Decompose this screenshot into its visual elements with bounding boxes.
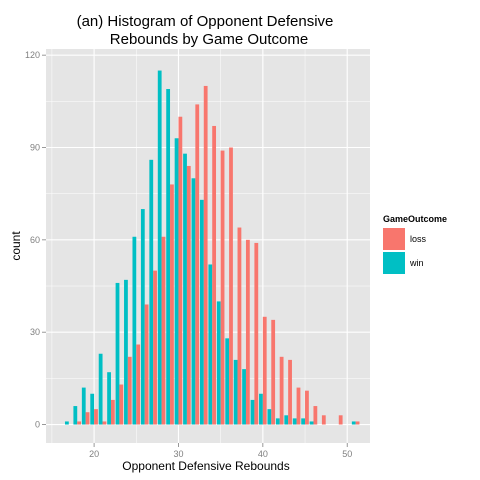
x-tick-label: 30 <box>173 449 183 459</box>
bar-win-21 <box>98 353 103 425</box>
legend: GameOutcome loss win <box>383 214 447 274</box>
bar-win-18 <box>73 406 78 425</box>
bar-loss-51 <box>355 421 360 425</box>
bar-win-28 <box>157 70 162 425</box>
bar-loss-26 <box>144 304 149 425</box>
bar-win-24 <box>124 279 128 425</box>
bar-loss-49 <box>338 415 343 425</box>
bar-win-44 <box>292 418 297 425</box>
bar-win-40 <box>259 393 263 425</box>
y-axis-title: count <box>9 231 23 261</box>
bar-win-45 <box>301 418 306 425</box>
bar-loss-45 <box>305 390 309 425</box>
bar-loss-39 <box>254 242 259 425</box>
bar-loss-46 <box>313 406 318 425</box>
bar-loss-24 <box>127 356 132 425</box>
bar-loss-36 <box>229 147 233 425</box>
bar-win-43 <box>284 415 289 425</box>
bar-loss-22 <box>110 399 115 425</box>
chart-title-line-2: Rebounds by Game Outcome <box>110 31 308 48</box>
bar-win-51 <box>351 421 356 425</box>
legend-label-win: win <box>409 258 424 268</box>
bar-win-42 <box>275 418 280 425</box>
bar-loss-42 <box>279 356 284 425</box>
legend-key-loss <box>383 228 405 250</box>
bar-win-38 <box>242 369 246 425</box>
y-tick-label: 120 <box>25 50 40 60</box>
bar-loss-41 <box>271 319 276 425</box>
bar-loss-23 <box>119 384 124 425</box>
bar-win-22 <box>107 372 111 425</box>
bar-win-20 <box>90 393 95 425</box>
bar-loss-31 <box>186 165 191 425</box>
bar-win-19 <box>81 387 86 425</box>
bar-loss-30 <box>178 116 183 425</box>
bar-loss-18 <box>77 421 82 425</box>
bar-loss-20 <box>94 409 98 425</box>
bar-loss-19 <box>85 412 90 425</box>
bar-win-30 <box>174 138 179 425</box>
legend-title: GameOutcome <box>383 214 447 224</box>
bar-loss-34 <box>212 125 217 425</box>
bar-loss-35 <box>220 150 225 425</box>
bar-loss-44 <box>296 387 301 425</box>
bar-loss-38 <box>245 239 250 425</box>
bar-win-39 <box>250 399 255 425</box>
bar-win-26 <box>140 209 145 425</box>
bar-loss-29 <box>170 184 174 425</box>
bar-win-32 <box>191 178 196 425</box>
y-tick-label: 0 <box>35 420 40 430</box>
bar-win-17 <box>64 421 69 425</box>
y-tick-label: 60 <box>30 235 40 245</box>
x-tick-label: 40 <box>258 449 268 459</box>
y-tick-label: 90 <box>30 143 40 153</box>
histogram-bars <box>64 70 360 425</box>
legend-label-loss: loss <box>410 234 427 244</box>
bar-win-27 <box>149 159 154 425</box>
bar-win-33 <box>199 199 204 425</box>
bar-win-23 <box>115 282 120 425</box>
bar-loss-37 <box>237 227 242 425</box>
bar-win-29 <box>166 89 171 425</box>
legend-key-win <box>383 252 405 274</box>
x-tick-label: 50 <box>342 449 352 459</box>
bar-loss-43 <box>288 359 292 425</box>
bar-win-36 <box>225 338 230 425</box>
bar-win-25 <box>132 236 137 425</box>
bar-win-31 <box>183 153 187 425</box>
x-axis-title: Opponent Defensive Rebounds <box>122 459 289 473</box>
bar-win-46 <box>309 421 314 425</box>
y-axis-ticks: 0 30 60 90 120 <box>25 50 46 430</box>
bar-loss-21 <box>102 421 107 425</box>
bar-win-37 <box>233 359 238 425</box>
bar-win-34 <box>208 264 213 425</box>
x-axis-ticks: 20 30 40 50 <box>89 443 352 459</box>
bar-loss-40 <box>262 316 267 425</box>
bar-win-41 <box>267 409 272 425</box>
chart-title-line-1: (an) Histogram of Opponent Defensive <box>77 13 334 30</box>
bar-loss-28 <box>161 236 166 425</box>
bar-loss-47 <box>321 415 326 425</box>
bar-loss-25 <box>136 344 141 425</box>
bar-loss-27 <box>153 270 157 425</box>
bar-loss-33 <box>203 85 208 425</box>
x-tick-label: 20 <box>89 449 99 459</box>
bar-win-35 <box>216 301 221 425</box>
y-tick-label: 30 <box>30 327 40 337</box>
bar-loss-32 <box>195 104 200 425</box>
